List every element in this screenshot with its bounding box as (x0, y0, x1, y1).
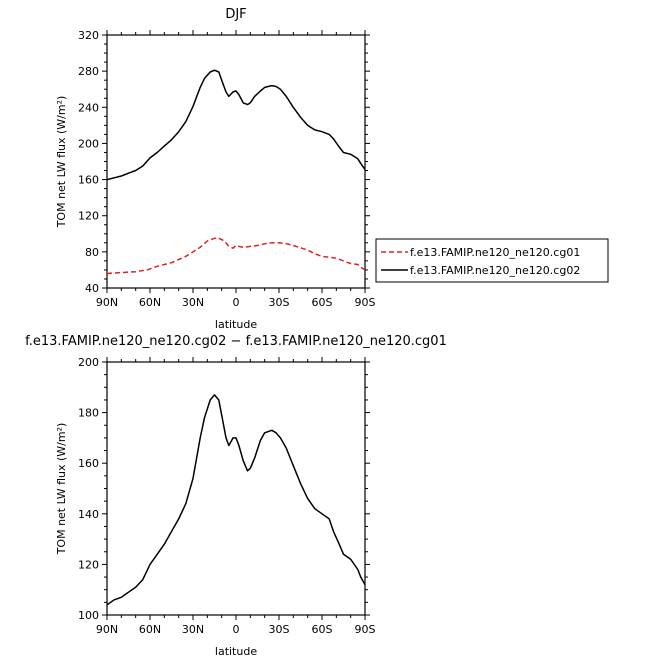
top-chart-title: DJF (225, 7, 246, 22)
bottom-x-tick-label: 30S (269, 623, 290, 636)
top-y-tick-label: 120 (78, 210, 99, 223)
top-x-axis-label: latitude (215, 318, 257, 331)
top-y-tick-label: 200 (78, 137, 99, 150)
top-series-line-1 (106, 69, 366, 181)
top-y-tick-label: 40 (85, 282, 99, 295)
top-y-tick-label: 240 (78, 101, 99, 114)
top-ticks: 90N 60N 30N 0 30S 60S 90S 40 80 120 160 200 240 280 32… (78, 29, 376, 309)
bottom-x-tick-label: 30N (182, 623, 204, 636)
bottom-x-tick-label: 0 (233, 623, 240, 636)
bottom-ticks: 90N 60N 30N 0 30S 60S 90S 100 120 140 160 180 200 (78, 356, 376, 636)
top-series (106, 69, 366, 275)
top-x-tick-label: 0 (233, 296, 240, 309)
top-series-line-0 (106, 237, 366, 275)
top-x-tick-label: 60S (312, 296, 333, 309)
top-panel: DJF 90N 60N 30N 0 30S 60S 90S 40 80 120 160 200 240 2… (55, 7, 376, 331)
bottom-series (106, 394, 366, 606)
top-x-tick-label: 90N (96, 296, 118, 309)
top-y-tick-label: 80 (85, 246, 99, 259)
top-x-tick-label: 30S (269, 296, 290, 309)
bottom-x-tick-label: 90S (355, 623, 376, 636)
bottom-x-tick-label: 60S (312, 623, 333, 636)
bottom-y-tick-label: 200 (78, 356, 99, 369)
top-y-tick-label: 280 (78, 65, 99, 78)
top-y-tick-label: 320 (78, 29, 99, 42)
legend-label-cg01: f.e13.FAMIP.ne120_ne120.cg01 (410, 246, 580, 259)
top-plot-frame (106, 34, 366, 289)
bottom-panel: f.e13.FAMIP.ne120_ne120.cg02 − f.e13.FAM… (25, 334, 447, 658)
bottom-x-tick-label: 60N (139, 623, 161, 636)
top-x-tick-label: 60N (139, 296, 161, 309)
top-x-tick-label: 30N (182, 296, 204, 309)
bottom-series-line-0 (106, 394, 366, 606)
bottom-y-tick-label: 180 (78, 407, 99, 420)
bottom-x-axis-label: latitude (215, 645, 257, 658)
bottom-x-tick-label: 90N (96, 623, 118, 636)
bottom-plot-frame (106, 361, 366, 616)
top-legend: f.e13.FAMIP.ne120_ne120.cg01 f.e13.FAMIP… (375, 238, 609, 283)
bottom-y-tick-label: 160 (78, 457, 99, 470)
top-y-axis-label: TOM net LW flux (W/m²) (55, 96, 68, 229)
legend-label-cg02: f.e13.FAMIP.ne120_ne120.cg02 (410, 264, 580, 277)
bottom-y-tick-label: 140 (78, 508, 99, 521)
bottom-y-tick-label: 100 (78, 609, 99, 622)
legend-box (375, 238, 609, 283)
bottom-y-tick-label: 120 (78, 558, 99, 571)
bottom-y-axis-label: TOM net LW flux (W/m²) (55, 423, 68, 556)
top-x-tick-label: 90S (355, 296, 376, 309)
bottom-chart-title: f.e13.FAMIP.ne120_ne120.cg02 − f.e13.FAM… (25, 334, 447, 349)
top-y-tick-label: 160 (78, 174, 99, 187)
